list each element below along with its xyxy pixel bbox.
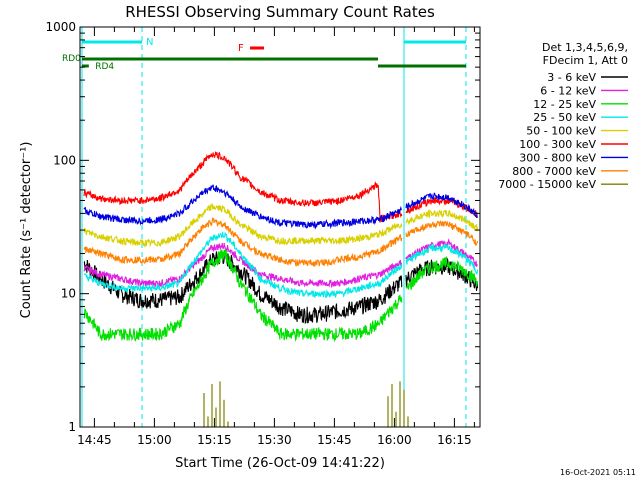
y-tick-label: 1 — [68, 420, 76, 434]
plot-frame — [79, 26, 481, 428]
legend-entry-label: 100 - 300 keV — [519, 138, 596, 151]
series-7000-15000-kev — [203, 381, 409, 427]
series-line-3 — [405, 243, 479, 275]
axes: 1 10 100 1000 14:45 15:00 15:15 15:30 15:45 16:00… — [45, 20, 481, 447]
legend-entry-label: 25 - 50 keV — [533, 111, 596, 124]
series-line-7 — [405, 220, 479, 246]
series-line-6 — [405, 192, 478, 218]
legend-entry-label: 800 - 7000 keV — [512, 165, 596, 178]
series-line-6 — [83, 184, 402, 230]
annotation-n: N — [146, 37, 153, 48]
series-line-0 — [83, 250, 403, 324]
series-line-4 — [83, 203, 403, 248]
x-tick-label: 15:00 — [137, 433, 172, 447]
x-axis-label: Start Time (26-Oct-09 14:41:22) — [175, 456, 385, 471]
series-layer — [81, 27, 479, 427]
x-tick-label: 15:30 — [257, 433, 292, 447]
chart-title: RHESSI Observing Summary Count Rates — [125, 3, 435, 21]
legend-entry-label: 300 - 800 keV — [519, 151, 596, 164]
legend-entry-label: 7000 - 15000 keV — [498, 178, 596, 191]
series-line-5 — [83, 151, 403, 223]
y-tick-label: 10 — [61, 287, 76, 301]
annotation-f: F — [238, 43, 244, 54]
legend-entry-label: 6 - 12 keV — [540, 84, 596, 97]
x-tick-label: 14:45 — [77, 433, 112, 447]
legend: Det 1,3,4,5,6,9,FDecim 1, Att 0 3 - 6 keV… — [498, 41, 628, 191]
x-tick-label: 15:15 — [197, 433, 232, 447]
series-line-2 — [405, 256, 479, 290]
legend-entry-label: 12 - 25 keV — [533, 98, 596, 111]
footer-timestamp: 16-Oct-2021 05:11 — [560, 468, 636, 477]
legend-header-line: Det 1,3,4,5,6,9, — [542, 41, 628, 54]
y-tick-label: 100 — [53, 153, 76, 167]
series-line-5 — [405, 197, 479, 219]
legend-entry-label: 3 - 6 keV — [547, 71, 596, 84]
x-tick-label: 16:15 — [437, 433, 472, 447]
series-line-3 — [83, 231, 403, 299]
y-tick-label: 1000 — [45, 20, 76, 34]
series-line-2 — [83, 248, 403, 343]
series-line-4 — [405, 209, 479, 232]
legend-entry-label: 50 - 100 keV — [526, 125, 596, 138]
series-line-7 — [83, 217, 403, 268]
y-axis-label: Count Rate (s⁻¹ detector⁻¹) — [19, 142, 34, 319]
x-tick-label: 15:45 — [317, 433, 352, 447]
annotation-rd0: RD0 — [62, 54, 81, 64]
annotation-layer: N F RD0 RD4 — [62, 37, 466, 72]
legend-header-line: FDecim 1, Att 0 — [543, 54, 628, 67]
x-tick-label: 16:00 — [377, 433, 412, 447]
annotation-rd4: RD4 — [95, 62, 114, 72]
series-line-1 — [83, 242, 403, 289]
